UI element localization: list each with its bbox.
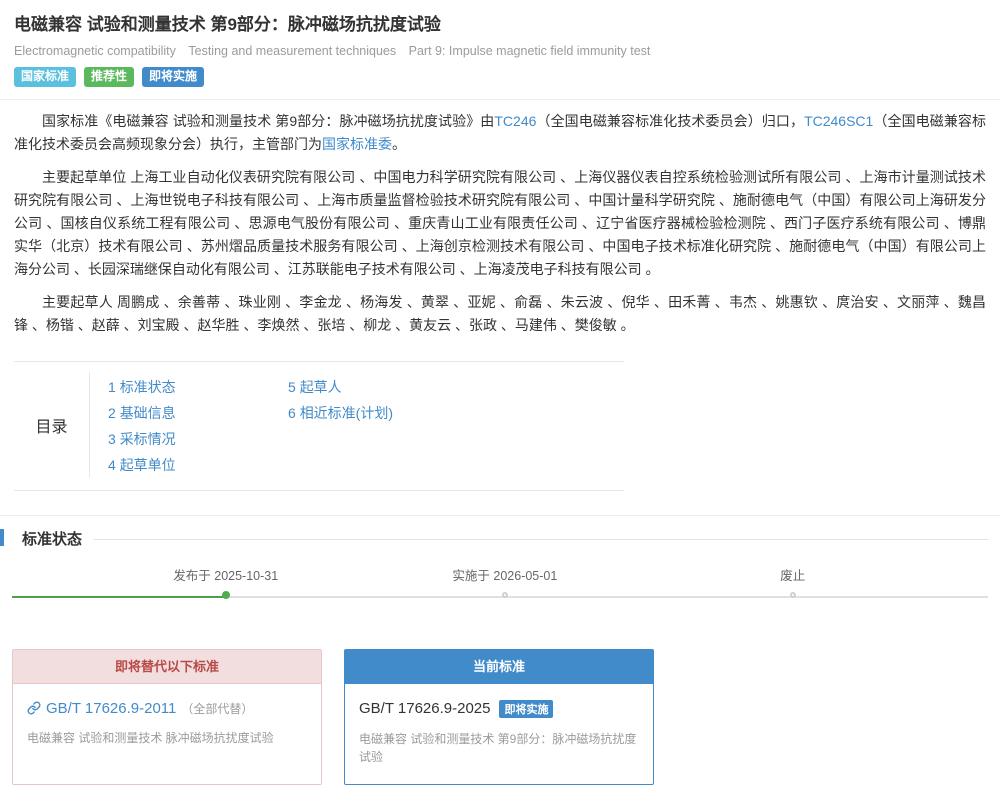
timeline-label-published: 发布于 2025-10-31 [173,568,279,583]
replaced-standard-description: 电磁兼容 试验和测量技术 脉冲磁场抗扰度试验 [27,730,274,745]
standard-cards: 即将替代以下标准 GB/T 17626.9-2011 （全部代替） 电磁兼容 试… [12,648,988,785]
toc-item-similar-standards[interactable]: 6 相近标准(计划) [288,404,394,421]
status-section-header: 标准状态 [0,528,1000,549]
page-title: 电磁兼容 试验和测量技术 第9部分：脉冲磁场抗扰度试验 [14,15,441,34]
section-header-line [94,538,988,540]
toc-label: 目录 [14,371,90,478]
toc-item-adoption[interactable]: 3 采标情况 [108,430,176,447]
timeline-dot-published [221,590,230,599]
header-divider [0,98,1000,100]
status-timeline: 发布于 2025-10-31 实施于 2026-05-01 废止 [12,565,988,631]
current-standard-code: GB/T 17626.9-2025 [359,700,491,718]
p1-text-1: 国家标准《电磁兼容 试验和测量技术 第9部分：脉冲磁场抗扰度试验》由 [42,112,495,129]
timeline-progress [12,595,226,598]
intro-text: 国家标准《电磁兼容 试验和测量技术 第9部分：脉冲磁场抗扰度试验》由TC246（… [0,110,1000,337]
p1-text-4: 。 [392,135,406,152]
current-standard-card: 当前标准 GB/T 17626.9-2025 即将实施 电磁兼容 试验和测量技术… [344,648,654,785]
current-standard-description: 电磁兼容 试验和测量技术 第9部分：脉冲磁场抗扰度试验 [359,731,637,764]
table-of-contents: 目录 1 标准状态 2 基础信息 3 采标情况 4 起草单位 5 起草人 6 相… [14,360,624,491]
paragraph-governing-body: 国家标准《电磁兼容 试验和测量技术 第9部分：脉冲磁场抗扰度试验》由TC246（… [14,110,986,156]
section-accent-bar [0,528,4,546]
timeline-track [12,595,988,598]
status-section-title: 标准状态 [22,530,83,548]
paragraph-drafters: 主要起草人 周鹏成 、余善蒂 、珠业刚 、李金龙 、杨海发 、黄翠 、亚妮 、俞… [14,293,986,333]
badge-national-standard: 国家标准 [14,67,77,87]
current-card-header: 当前标准 [345,649,653,684]
badge-upcoming: 即将实施 [142,67,205,87]
toc-item-basic-info[interactable]: 2 基础信息 [108,404,176,421]
link-tc246[interactable]: TC246 [494,112,537,129]
link-tc246sc1[interactable]: TC246SC1 [804,112,874,129]
p1-text-3: （全国电磁兼容标准化技术委员会高频现象分会）执行，主管部门为 [14,112,986,152]
replaced-standard-link[interactable]: GB/T 17626.9-2011 [46,699,177,717]
section-divider [0,514,1000,516]
badge-recommended: 推荐性 [84,67,135,87]
toc-item-drafting-orgs[interactable]: 4 起草单位 [108,456,176,473]
timeline-label-abolished: 废止 [780,568,806,583]
toc-item-standard-status[interactable]: 1 标准状态 [108,378,176,395]
replaced-standard-note: （全部代替） [181,701,254,716]
timeline-dot-implemented [501,591,508,598]
replaced-card-header: 即将替代以下标准 [13,649,321,684]
badge-row: 国家标准 推荐性 即将实施 [14,67,986,87]
timeline-dot-abolished [789,591,796,598]
current-standard-status-badge: 即将实施 [499,699,554,718]
paragraph-drafting-organizations: 主要起草单位 上海工业自动化仪表研究院有限公司 、中国电力科学研究院有限公司 、… [14,168,986,277]
page-subtitle-english: Electromagnetic compatibility Testing an… [14,44,651,59]
link-standards-committee[interactable]: 国家标准委 [322,135,392,152]
p1-text-2: （全国电磁兼容标准化技术委员会）归口， [536,112,805,129]
replaced-standard-card: 即将替代以下标准 GB/T 17626.9-2011 （全部代替） 电磁兼容 试… [12,648,322,785]
toc-item-drafters[interactable]: 5 起草人 [288,378,342,395]
timeline-label-implemented: 实施于 2026-05-01 [452,568,558,583]
header-area: 电磁兼容 试验和测量技术 第9部分：脉冲磁场抗扰度试验 Electromagne… [0,14,1000,87]
link-chain-icon [27,701,41,715]
